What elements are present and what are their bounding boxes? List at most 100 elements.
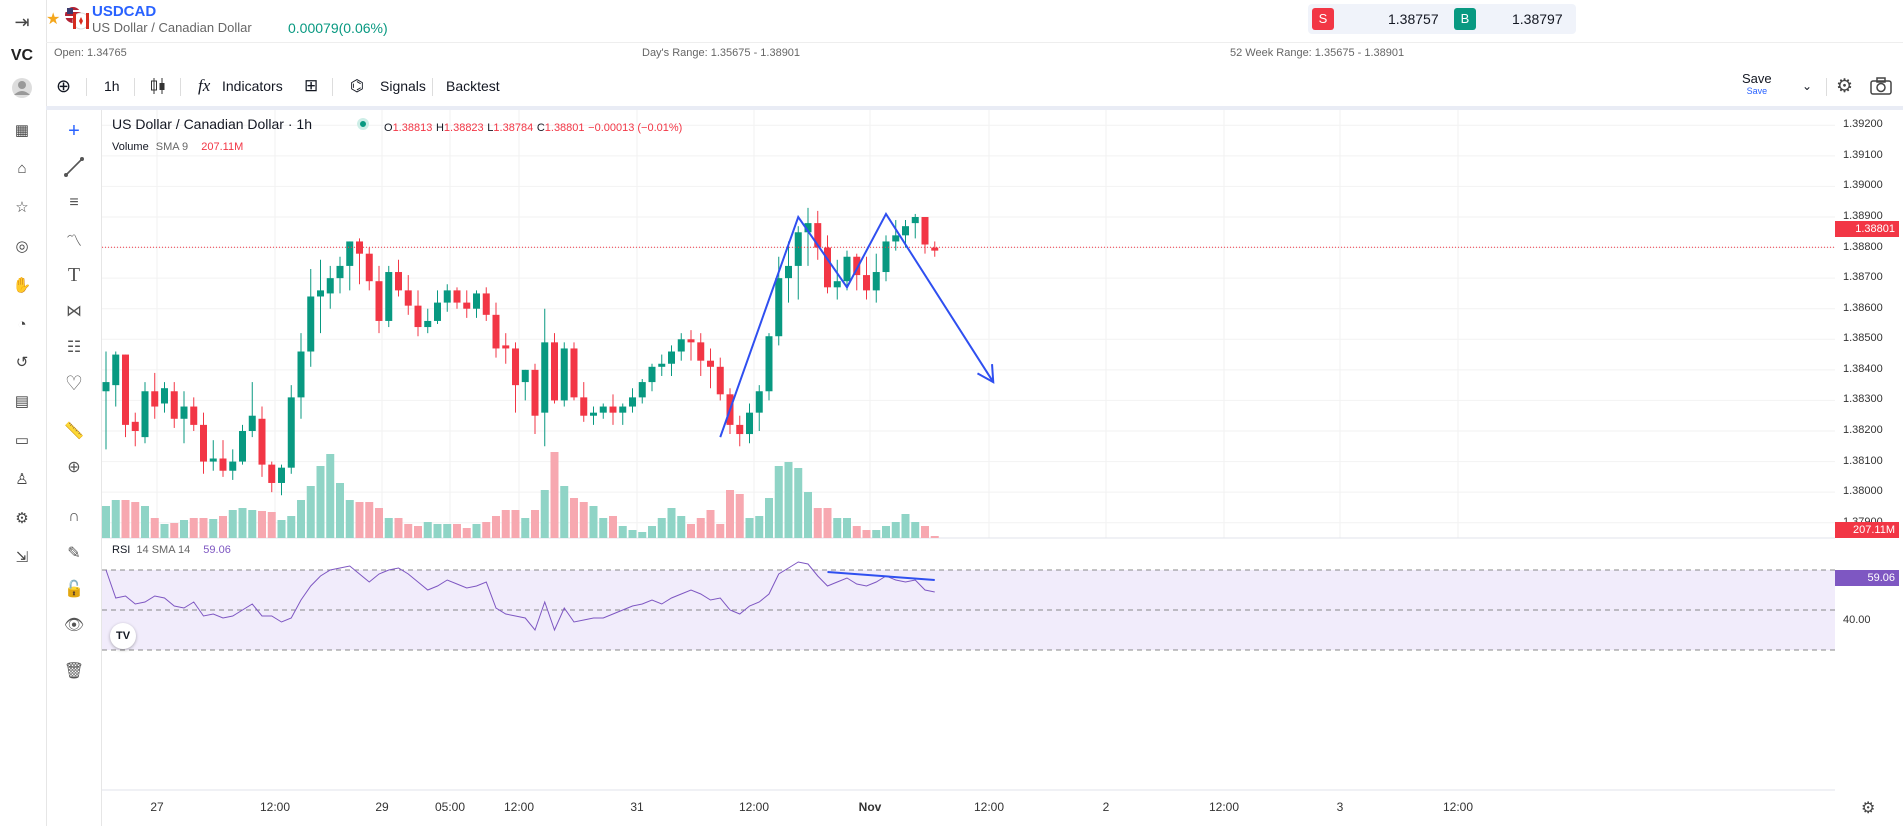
- drawing-arrowhead: [976, 364, 995, 384]
- candle-body: [609, 406, 617, 413]
- candle-body: [872, 272, 880, 291]
- xabcd-pattern-icon[interactable]: ⋈: [66, 303, 82, 320]
- flag-icon: [64, 5, 92, 36]
- add-symbol-icon[interactable]: ⊕: [56, 75, 72, 96]
- document-icon[interactable]: ▤: [14, 393, 30, 410]
- zoom-in-icon[interactable]: ⊕: [67, 459, 81, 476]
- price-label: 1.38500: [1843, 332, 1883, 345]
- candle-body: [882, 241, 890, 273]
- candle-body: [209, 458, 217, 462]
- price-chart[interactable]: [102, 110, 1835, 826]
- app-sidebar: ⇥ VC ▦ ⌂ ☆ ◎ ✋ ◔ ↺ ▤ ▭ ♙ ⚙ ⇲: [0, 0, 47, 826]
- candle-body: [424, 320, 432, 328]
- star-icon[interactable]: ☆: [15, 199, 29, 216]
- volume-bar: [706, 510, 715, 538]
- candle-body: [229, 461, 237, 471]
- avatar[interactable]: [10, 76, 34, 100]
- chart-area[interactable]: US Dollar / Canadian Dollar · 1h O1.3881…: [102, 110, 1835, 826]
- volume-bar: [355, 502, 364, 538]
- candle-body: [843, 256, 851, 282]
- volume-bar: [336, 483, 344, 538]
- pie-chart-icon[interactable]: ◔: [17, 315, 27, 333]
- stats-bar: Open: 1.34765 Day's Range: 1.35675 - 1.3…: [46, 42, 1806, 66]
- unlock-icon[interactable]: 🔓: [64, 581, 84, 598]
- volume-bar: [170, 523, 179, 538]
- volume-bar: [921, 526, 929, 538]
- candle-body: [122, 354, 129, 425]
- hand-coin-icon[interactable]: ✋: [12, 277, 32, 294]
- interval-button[interactable]: 1h: [104, 78, 120, 94]
- signals-icon[interactable]: ⌬: [350, 78, 364, 95]
- volume-bar: [365, 502, 374, 538]
- volume-bar: [891, 522, 900, 538]
- candle-body: [560, 348, 568, 401]
- prediction-icon[interactable]: ☷: [66, 339, 82, 356]
- signals-button[interactable]: Signals: [380, 78, 426, 94]
- volume-bar: [765, 498, 773, 538]
- volume-bar: [696, 518, 705, 538]
- money-icon[interactable]: ◎: [15, 238, 29, 255]
- candle-body: [434, 302, 441, 321]
- eye-icon[interactable]: 👁: [63, 617, 85, 634]
- candle-body: [385, 272, 393, 321]
- indicators-icon[interactable]: fx: [198, 76, 211, 95]
- collapse-arrow-icon[interactable]: ⇥: [14, 11, 30, 32]
- volume-tag: 207.11M: [1835, 522, 1899, 538]
- backtest-button[interactable]: Backtest: [446, 78, 500, 94]
- candle-body: [707, 360, 714, 367]
- candle-body: [473, 293, 480, 309]
- price-label: 1.39000: [1843, 179, 1883, 192]
- bank-icon[interactable]: ⌂: [17, 159, 27, 177]
- trendline-icon[interactable]: [61, 154, 87, 180]
- time-label: 12:00: [973, 800, 1005, 814]
- candle-type-icon[interactable]: [150, 66, 166, 106]
- candle-body: [258, 418, 266, 465]
- volume-bar: [589, 506, 598, 538]
- chart-settings-gear-icon[interactable]: ⚙: [1836, 75, 1854, 97]
- price-label: 1.38000: [1843, 485, 1883, 498]
- candle-body: [317, 290, 324, 297]
- dashboard-icon[interactable]: ▦: [14, 122, 30, 139]
- favorite-star-icon[interactable]: ★: [46, 11, 61, 28]
- candle-body: [365, 253, 373, 282]
- volume-bar: [394, 518, 403, 538]
- horizontal-lines-icon[interactable]: ≡: [69, 194, 79, 211]
- wallet-icon[interactable]: ▭: [14, 432, 30, 449]
- volume-bar: [111, 500, 120, 538]
- layout-grid-icon[interactable]: ⊞: [304, 76, 319, 95]
- volume-bar: [501, 510, 510, 538]
- trash-icon[interactable]: 🗑: [63, 663, 85, 680]
- volume-bar: [648, 526, 656, 538]
- pattern-icon[interactable]: 〽: [65, 233, 82, 250]
- user-icon[interactable]: ♙: [15, 471, 29, 488]
- symbol-name: US Dollar / Canadian Dollar: [92, 20, 252, 35]
- buy-button[interactable]: B 1.38797: [1450, 4, 1576, 34]
- candle-body: [248, 415, 256, 431]
- history-icon[interactable]: ↺: [15, 354, 29, 371]
- volume-bar: [238, 508, 247, 538]
- volume-bar: [511, 510, 520, 538]
- price-axis[interactable]: 1.39200 1.39100 1.39000 1.38900 1.38800 1.387…: [1835, 110, 1903, 826]
- crosshair-icon[interactable]: +: [68, 119, 80, 142]
- price-label: 1.38100: [1843, 454, 1883, 467]
- lock-pencil-icon[interactable]: ✎: [67, 545, 81, 562]
- indicators-button[interactable]: Indicators: [222, 78, 283, 94]
- heart-icon[interactable]: ♡: [65, 372, 83, 395]
- save-dropdown-chevron-down-icon[interactable]: ⌄: [1802, 79, 1813, 93]
- save-button[interactable]: Save Save: [1742, 71, 1772, 96]
- candle-body: [902, 226, 909, 236]
- logout-icon[interactable]: ⇲: [15, 549, 29, 566]
- settings-icon[interactable]: ⚙: [15, 510, 29, 527]
- screenshot-camera-icon[interactable]: [1870, 66, 1892, 106]
- candle-body: [102, 382, 110, 392]
- volume-bar: [930, 536, 939, 538]
- volume-bar: [521, 518, 530, 538]
- volume-bar: [609, 516, 617, 538]
- text-tool-icon[interactable]: T: [67, 263, 81, 286]
- candle-body: [853, 256, 861, 276]
- ruler-icon[interactable]: 📏: [64, 423, 84, 440]
- axis-settings-gear-icon[interactable]: ⚙: [1861, 800, 1876, 817]
- magnet-icon[interactable]: ∩: [68, 508, 80, 525]
- ticker[interactable]: USDCAD: [92, 3, 157, 20]
- candle-body: [404, 290, 412, 306]
